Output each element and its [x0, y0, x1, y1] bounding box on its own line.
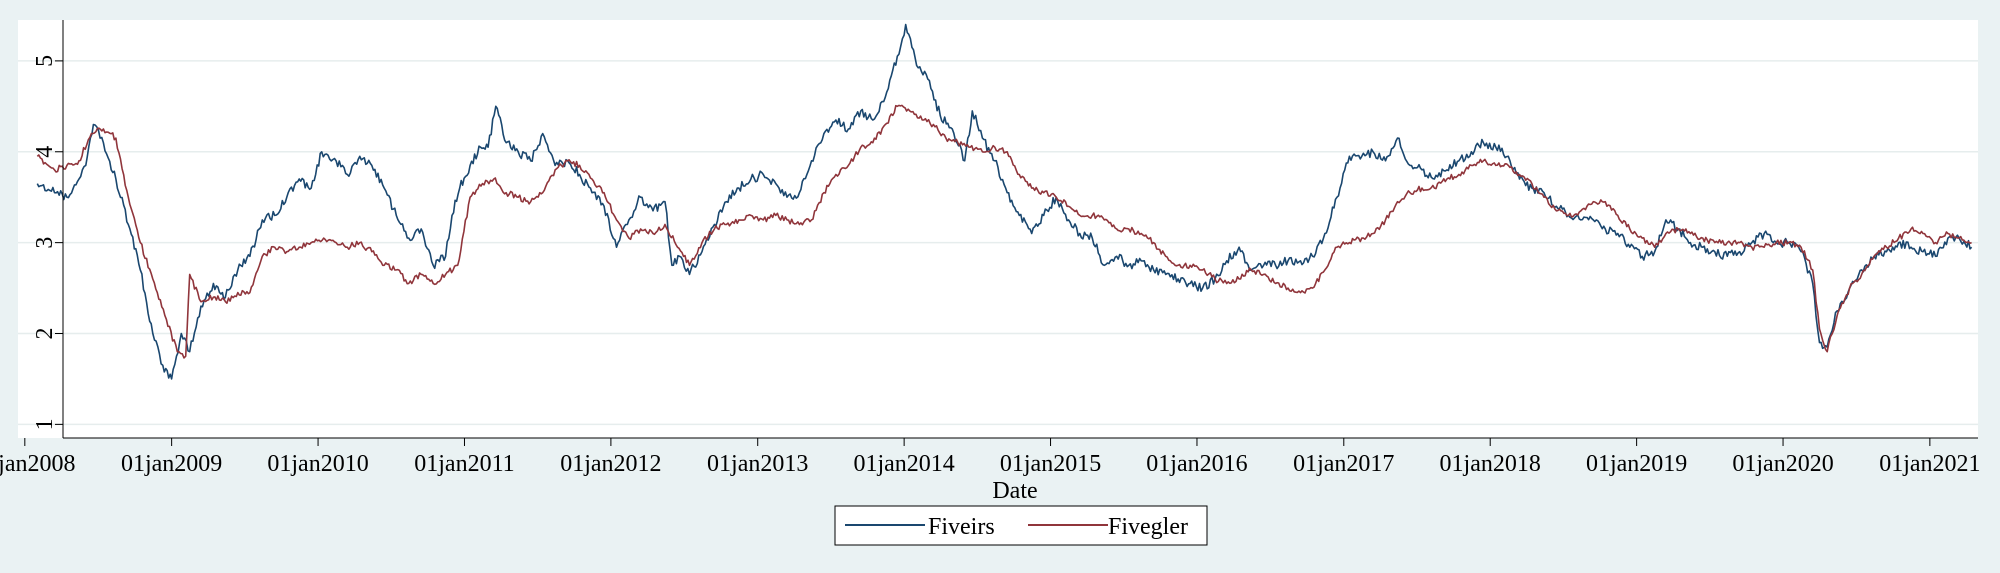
- y-tick-label-1: 1: [32, 418, 58, 430]
- x-tick-label-01jan2016: 01jan2016: [1146, 451, 1247, 477]
- x-tick-label-01jan2008: 01jan2008: [0, 451, 75, 477]
- x-tick-label-01jan2010: 01jan2010: [267, 451, 368, 477]
- x-tick-label-01jan2020: 01jan2020: [1732, 451, 1833, 477]
- legend-label-fivegler: Fivegler: [1108, 514, 1188, 540]
- x-axis-title: Date: [992, 478, 1037, 504]
- x-tick-label-01jan2013: 01jan2013: [707, 451, 808, 477]
- series-line-fiveirs: [36, 23, 1973, 380]
- x-tick-label-01jan2018: 01jan2018: [1440, 451, 1541, 477]
- x-tick-label-01jan2017: 01jan2017: [1293, 451, 1394, 477]
- y-tick-label-2: 2: [32, 328, 58, 340]
- x-tick-label-01jan2019: 01jan2019: [1586, 451, 1687, 477]
- series-lines: [36, 23, 1973, 380]
- legend-label-fiveirs: Fiveirs: [928, 514, 995, 540]
- series-line-fivegler: [36, 104, 1972, 359]
- x-tick-label-01jan2012: 01jan2012: [560, 451, 661, 477]
- y-tick-label-3: 3: [32, 237, 58, 249]
- x-tick-label-01jan2014: 01jan2014: [853, 451, 954, 477]
- grid-lines: [18, 60, 1978, 426]
- x-axis: 01jan2008 01jan2009 01jan2010 01jan2011 01ja…: [0, 437, 1981, 477]
- x-tick-label-01jan2011: 01jan2011: [414, 451, 514, 477]
- y-axis: 1 2 3 4 5: [32, 20, 64, 438]
- plot-area: [18, 20, 1978, 438]
- legend: Fiveirs Fivegler: [834, 505, 1208, 546]
- x-tick-label-01jan2009: 01jan2009: [121, 451, 222, 477]
- x-tick-label-01jan2015: 01jan2015: [1000, 451, 1101, 477]
- x-tick-label-01jan2021: 01jan2021: [1879, 451, 1980, 477]
- y-tick-label-4: 4: [32, 146, 58, 158]
- y-tick-label-5: 5: [32, 55, 58, 67]
